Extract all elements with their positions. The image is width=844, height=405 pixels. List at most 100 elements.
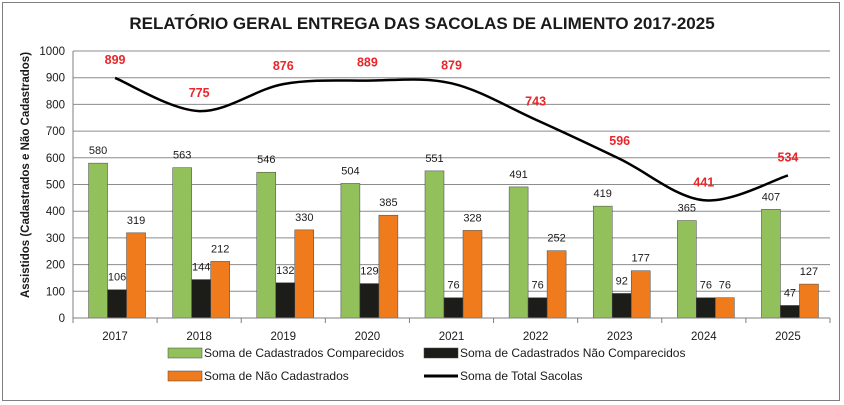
- bar-value-label: 106: [108, 272, 126, 284]
- x-tick-label: 2022: [523, 331, 549, 343]
- bar: [799, 283, 819, 319]
- chart-frame: RELATÓRIO GERAL ENTREGA DAS SACOLAS DE A…: [2, 2, 840, 401]
- gridlines: [73, 50, 830, 292]
- bar-value-label: 319: [127, 215, 145, 227]
- bar: [592, 205, 613, 319]
- bar: [210, 261, 230, 319]
- line-value-label: 441: [693, 175, 714, 189]
- bar-value-label: 76: [447, 280, 459, 292]
- bar: [715, 297, 735, 319]
- data-labels: 580 563 546 504 551 491 419 365 407 106 144 132 129 7…: [89, 53, 818, 299]
- bar: [527, 297, 548, 319]
- x-tick-label: 2019: [270, 331, 296, 343]
- chart-title: RELATÓRIO GERAL ENTREGA DAS SACOLAS DE A…: [129, 14, 714, 33]
- line-value-label: 889: [357, 56, 378, 70]
- x-tick-label: 2017: [102, 331, 128, 343]
- bar: [191, 279, 211, 319]
- bar: [677, 220, 697, 319]
- bar: [630, 270, 651, 319]
- bar: [88, 162, 108, 319]
- bar: [294, 229, 315, 319]
- legend-label: Soma de Cadastrados Comparecidos: [204, 346, 404, 360]
- bar-value-label: 252: [547, 233, 565, 245]
- y-tick-label: 700: [46, 126, 65, 138]
- bar: [340, 183, 361, 319]
- bar-value-label: 551: [425, 153, 443, 165]
- bar-value-label: 47: [784, 287, 796, 299]
- axes: 0 100 200 300 400 500 600 700 800 900 1000 2017 2018…: [39, 46, 831, 343]
- bar: [275, 282, 296, 319]
- bar-value-label: 129: [360, 266, 378, 278]
- bar-value-label: 144: [192, 262, 210, 274]
- total-line: [114, 76, 789, 202]
- legend-swatch: [167, 347, 203, 359]
- x-tick-label: 2020: [355, 331, 381, 343]
- legend-swatch: [423, 347, 459, 359]
- y-tick-label: 200: [46, 260, 65, 272]
- x-tick-label: 2021: [439, 331, 465, 343]
- bar: [696, 297, 716, 319]
- bar: [126, 232, 146, 319]
- bars: [88, 162, 819, 319]
- chart: RELATÓRIO GERAL ENTREGA DAS SACOLAS DE A…: [20, 14, 831, 383]
- y-tick-label: 600: [46, 153, 65, 165]
- y-tick-label: 1000: [39, 46, 65, 58]
- bar: [780, 305, 800, 319]
- bar: [172, 167, 192, 319]
- y-tick-label: 900: [46, 73, 65, 85]
- bar-value-label: 127: [800, 266, 818, 278]
- bar: [378, 214, 399, 319]
- y-tick-label: 100: [46, 286, 65, 298]
- bar-value-label: 580: [89, 145, 107, 157]
- legend-swatch: [167, 370, 203, 382]
- bar-value-label: 132: [276, 265, 294, 277]
- bar-value-label: 491: [509, 169, 527, 181]
- line-value-label: 743: [525, 95, 546, 109]
- bar: [424, 170, 445, 319]
- bar-value-label: 92: [616, 275, 628, 287]
- bar-value-label: 546: [257, 154, 275, 166]
- bar-value-label: 385: [379, 197, 397, 209]
- bar: [107, 289, 127, 319]
- bar-value-label: 504: [341, 165, 359, 177]
- legend-label: Soma de Total Sacolas: [460, 369, 583, 383]
- y-axis-label: Assistidos (Cadastrados e Não Cadastrado…: [20, 52, 32, 298]
- y-tick-label: 0: [59, 313, 65, 325]
- line-value-label: 534: [778, 150, 799, 164]
- y-tick-label: 500: [46, 180, 65, 192]
- x-tick-label: 2025: [775, 331, 801, 343]
- x-tick-label: 2024: [691, 331, 717, 343]
- bar: [462, 230, 483, 319]
- x-tick-label: 2023: [607, 331, 633, 343]
- y-tick-label: 800: [46, 99, 65, 111]
- legend-label: Soma de Não Cadastrados: [204, 369, 349, 383]
- bar-value-label: 365: [678, 203, 696, 215]
- bar: [359, 283, 380, 319]
- y-tick-label: 300: [46, 233, 65, 245]
- bar: [611, 293, 632, 319]
- bar-value-label: 419: [594, 188, 612, 200]
- bar-value-label: 563: [173, 150, 191, 162]
- bar-value-label: 76: [719, 280, 731, 292]
- bar-value-label: 330: [295, 212, 313, 224]
- bar-value-label: 407: [762, 191, 780, 203]
- bar-value-label: 328: [463, 212, 481, 224]
- bar: [761, 209, 781, 319]
- line-value-label: 879: [441, 58, 462, 72]
- line-value-label: 596: [609, 134, 630, 148]
- bar: [443, 297, 464, 319]
- line-value-label: 899: [105, 53, 126, 67]
- bar-value-label: 76: [531, 280, 543, 292]
- y-tick-label: 400: [46, 206, 65, 218]
- bar-value-label: 76: [700, 280, 712, 292]
- bar: [256, 171, 277, 319]
- x-tick-label: 2018: [186, 331, 212, 343]
- legend: Soma de Cadastrados Comparecidos Soma de …: [167, 346, 685, 383]
- bar: [508, 186, 529, 319]
- line-value-label: 876: [273, 59, 294, 73]
- bar-value-label: 177: [632, 253, 650, 265]
- legend-label: Soma de Cadastrados Não Comparecidos: [460, 346, 685, 360]
- bar: [546, 250, 567, 319]
- bar-value-label: 212: [211, 243, 229, 255]
- line-value-label: 775: [189, 86, 210, 100]
